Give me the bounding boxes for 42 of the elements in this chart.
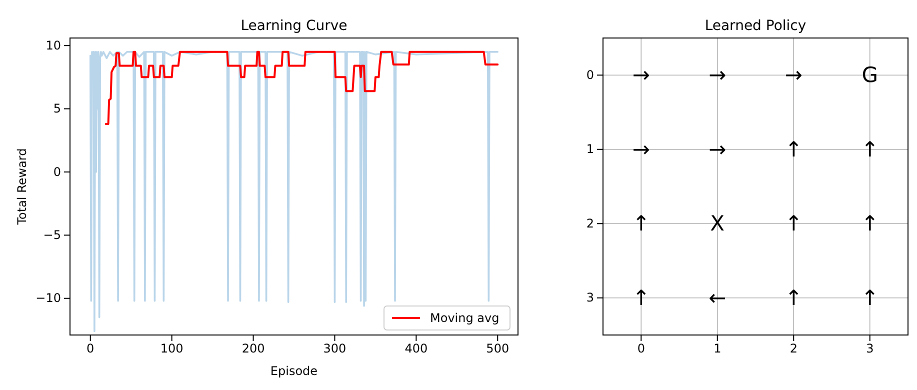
text: → xyxy=(784,63,802,88)
y-tick-label: 10 xyxy=(46,38,61,52)
line-series xyxy=(89,51,499,332)
y-tick-label: 2 xyxy=(586,216,594,230)
x-axis-title: Episode xyxy=(270,364,318,378)
text: ↑ xyxy=(784,137,802,162)
text: ↑ xyxy=(784,286,802,310)
x-tick-label: 500 xyxy=(486,342,510,356)
y-tick-label: 0 xyxy=(53,164,61,179)
chart-title: Learned Policy xyxy=(704,18,806,34)
x-tick-label: 0 xyxy=(86,342,94,356)
text: G xyxy=(862,63,878,88)
x-tick-label: 2 xyxy=(790,342,798,356)
x-tick-label: 300 xyxy=(323,342,346,356)
line-series xyxy=(104,50,499,125)
text: → xyxy=(632,63,650,88)
legend-label: Moving avg xyxy=(430,311,500,325)
y-tick-label: 5 xyxy=(53,102,61,116)
text: ← xyxy=(708,286,726,310)
x-tick-label: 1 xyxy=(714,342,722,356)
x-tick-label: 100 xyxy=(160,342,184,356)
y-tick-label: 3 xyxy=(586,290,594,305)
y-tick-label: 0 xyxy=(586,68,594,82)
text: → xyxy=(708,63,726,88)
y-tick-label: −5 xyxy=(43,228,61,242)
text: X xyxy=(710,212,725,236)
text: ↑ xyxy=(861,212,879,236)
x-tick-label: 3 xyxy=(866,342,874,356)
x-tick-label: 400 xyxy=(404,342,428,356)
text: ↑ xyxy=(784,212,802,236)
text: ↑ xyxy=(632,212,650,236)
text: → xyxy=(708,137,726,162)
x-tick-label: 200 xyxy=(242,342,265,356)
y-axis-title: Total Reward xyxy=(15,148,29,226)
y-tick-label: 1 xyxy=(586,142,594,156)
text: ↑ xyxy=(861,137,879,162)
chart-title: Learning Curve xyxy=(240,18,348,34)
y-tick-label: −10 xyxy=(36,291,61,306)
text: ↑ xyxy=(861,286,879,310)
text: → xyxy=(632,137,650,162)
x-tick-label: 0 xyxy=(637,342,645,356)
text: ↑ xyxy=(632,286,650,310)
